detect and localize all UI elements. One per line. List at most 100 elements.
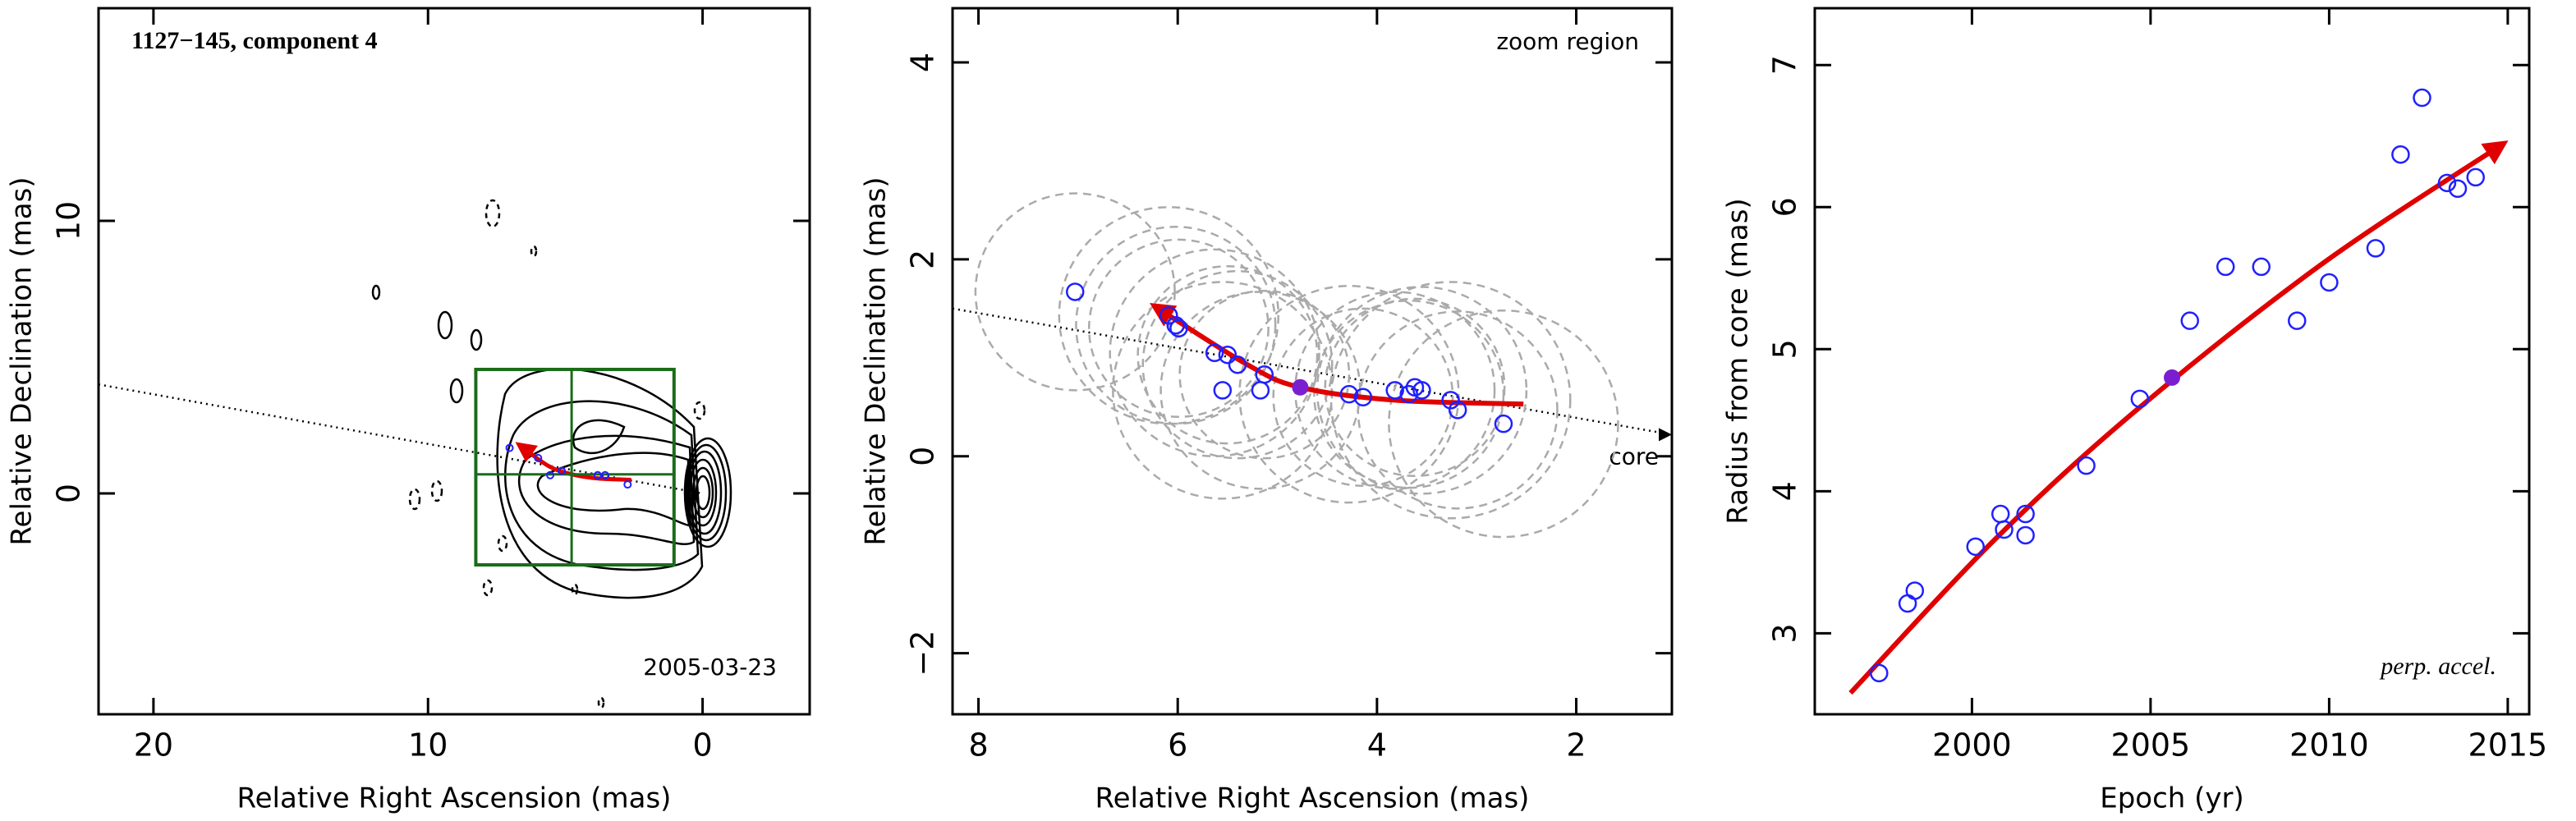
data-point [2288,311,2307,330]
component-size [1087,238,1270,419]
data-point [2448,179,2468,199]
zoom-box [474,367,676,567]
data-point [1448,401,1467,420]
data-point [1870,663,1889,683]
data-point [2077,456,2096,475]
data-point [593,470,602,479]
data-point [558,466,567,475]
data-point [546,470,555,479]
data-point [1898,594,1917,613]
data-point [1353,388,1373,407]
data-point [1991,504,2010,524]
data-point [2413,88,2431,108]
data-point [1905,581,1925,600]
plot-frame [1813,7,2531,716]
data-point [2466,167,2485,187]
y-axis-label: Relative Declination (mas) [860,177,893,545]
component-size [1324,297,1506,477]
data-point [600,470,609,479]
data-point [1228,355,1247,374]
component-size [1136,265,1319,445]
component-size [1178,289,1351,460]
component-size [1272,307,1454,487]
core-label: core [1609,443,1659,470]
data-point [623,480,632,489]
data-point [1494,414,1513,433]
x-tick-label: 8 [968,727,988,764]
data-point [2216,257,2235,277]
plot-frame [97,7,811,716]
y-tick-label: 10 [51,201,87,241]
y-tick-label: 3 [1767,623,1803,643]
annotation: 2005-03-23 [643,654,777,681]
x-tick-label: 10 [408,727,448,764]
component-size [1329,281,1572,520]
data-point [534,453,543,462]
data-point [2016,504,2035,524]
x-tick-label: 4 [1367,727,1387,764]
x-axis-label: Relative Right Ascension (mas) [237,782,672,815]
component-size [1238,284,1460,504]
x-tick-label: 2005 [2111,727,2191,764]
data-point [1255,365,1274,384]
component-size [1388,309,1619,539]
data-point [505,443,514,452]
data-point [1251,381,1270,400]
core-arrow [1659,428,1672,442]
data-point [1995,520,2014,539]
component-size [1141,270,1334,460]
data-point [1385,381,1404,400]
data-point [1159,305,1178,325]
data-point [1166,315,1186,335]
component-size [974,192,1176,392]
data-point [2320,273,2339,292]
panel-title: 1127−145, component 4 [131,27,378,54]
y-axis-label: Radius from core (mas) [1722,198,1755,524]
x-tick-label: 2010 [2289,727,2369,764]
x-tick-label: 2015 [2468,727,2548,764]
data-point [1213,381,1233,400]
x-axis-label: Epoch (yr) [2100,782,2244,815]
y-tick-label: 4 [1767,481,1803,501]
x-tick-label: 20 [134,727,173,764]
y-tick-label: 0 [51,484,87,503]
data-point [1966,537,1985,557]
ridge-line [952,307,1673,436]
data-point [1339,384,1359,404]
x-axis-label: Relative Right Ascension (mas) [1095,782,1530,815]
component-size [1058,206,1279,425]
component-size [1357,310,1559,510]
data-point [1412,381,1431,400]
component-size [1075,226,1277,425]
y-tick-label: 7 [1767,55,1803,75]
y-tick-label: 2 [905,250,941,269]
contours [371,199,732,709]
highlight-point [2164,369,2180,386]
y-axis-label: Relative Declination (mas) [6,177,39,545]
data-point [2016,525,2035,545]
annotation: zoom region [1496,28,1639,55]
ridge-line [98,383,703,495]
data-point [1205,343,1224,363]
y-tick-label: 5 [1767,339,1803,359]
data-point [1218,345,1237,365]
data-point [2130,389,2150,409]
highlight-point [1292,378,1309,396]
annotation: perp. accel. [2379,653,2496,680]
y-tick-label: 4 [905,53,941,72]
y-tick-label: 0 [905,447,941,466]
x-tick-label: 0 [693,727,713,764]
x-tick-label: 2 [1566,727,1586,764]
x-tick-label: 2000 [1932,727,2012,764]
data-point [2437,173,2457,193]
data-point [1169,319,1188,338]
x-tick-label: 6 [1168,727,1187,764]
data-point [2366,239,2385,258]
data-point [1065,282,1085,301]
fit-curve [1848,140,2509,695]
component-size [1109,248,1320,457]
data-point [2391,144,2410,164]
y-tick-label: −2 [905,631,941,677]
data-point [2180,311,2199,330]
